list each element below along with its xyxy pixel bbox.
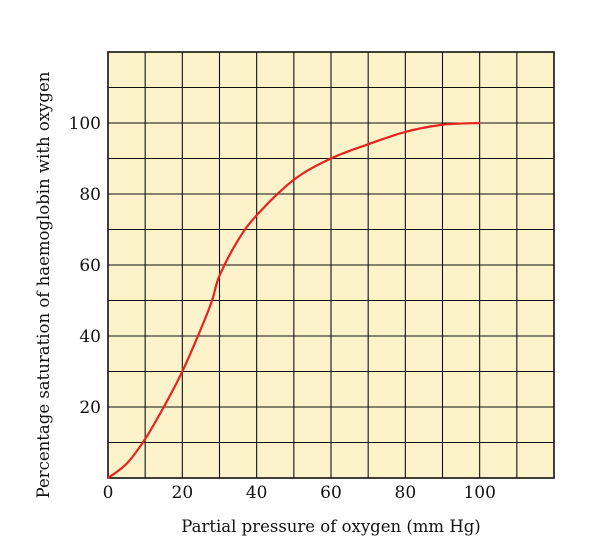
x-tick-labels: 0 20 40 60 80 100 [103, 483, 496, 503]
y-axis-label: Percentage saturation of haemoglobin wit… [34, 71, 53, 498]
oxygen-dissociation-curve [106, 121, 481, 480]
y-tick-label: 60 [79, 256, 101, 276]
plot-frame [107, 51, 555, 479]
x-axis-label: Partial pressure of oxygen (mm Hg) [181, 517, 480, 536]
x-tick-label: 40 [246, 483, 268, 503]
y-tick-labels: 20 40 60 80 100 [69, 114, 101, 418]
y-tick-label: 20 [79, 398, 101, 418]
y-tick-label: 40 [79, 327, 101, 347]
x-tick-label: 60 [320, 483, 342, 503]
y-tick-label: 80 [79, 185, 101, 205]
x-tick-label: 80 [395, 483, 417, 503]
gridlines [108, 52, 554, 478]
x-tick-label: 20 [172, 483, 194, 503]
x-tick-label: 100 [463, 483, 495, 503]
y-tick-label: 100 [69, 114, 101, 134]
x-tick-label: 0 [103, 483, 114, 503]
